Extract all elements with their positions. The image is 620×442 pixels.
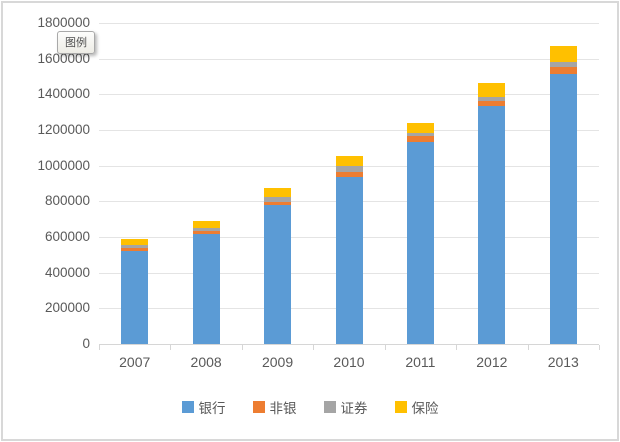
legend-tooltip: 图例 <box>57 31 95 54</box>
legend-swatch-icon <box>323 401 336 413</box>
x-axis-tick <box>599 345 600 350</box>
bar-segment-保险-2010[interactable] <box>335 156 363 167</box>
bar-segment-证券-2010[interactable] <box>335 166 363 173</box>
legend: 银行 非银 证券 保险 <box>0 397 620 417</box>
x-axis-category-label: 2007 <box>119 354 151 370</box>
y-axis-tick-label: 400000 <box>44 264 90 280</box>
x-axis-category-label: 2010 <box>333 354 365 370</box>
x-axis-category-label: 2012 <box>476 354 508 370</box>
y-axis-tick-label: 0 <box>82 336 90 351</box>
bar-segment-非银-2010[interactable] <box>335 172 363 177</box>
bar-segment-证券-2013[interactable] <box>549 62 577 68</box>
bar-segment-保险-2007[interactable] <box>121 239 149 246</box>
bar-segment-银行-2008[interactable] <box>192 234 220 344</box>
bar-segment-非银-2012[interactable] <box>478 101 506 107</box>
gridline <box>99 58 599 60</box>
bar-segment-证券-2012[interactable] <box>478 96 506 102</box>
bar-segment-证券-2009[interactable] <box>264 196 292 202</box>
bar-segment-保险-2012[interactable] <box>478 82 506 97</box>
x-axis-tick <box>384 345 386 350</box>
y-axis-tick-label: 200000 <box>44 300 90 316</box>
bar-segment-保险-2013[interactable] <box>549 46 577 63</box>
y-axis-tick-label: 1400000 <box>37 86 90 102</box>
y-axis-tick-label: 1200000 <box>37 122 90 137</box>
bar-segment-银行-2010[interactable] <box>335 176 363 344</box>
bar-segment-银行-2013[interactable] <box>549 74 577 344</box>
legend-item-label: 保险 <box>411 401 439 416</box>
x-axis-tick <box>313 345 315 350</box>
legend-swatch-icon <box>181 401 194 413</box>
x-axis-tick <box>456 345 458 350</box>
bar-segment-非银-2009[interactable] <box>264 201 292 205</box>
gridline <box>99 94 599 96</box>
legend-tooltip-text: 图例 <box>65 37 87 49</box>
bar-segment-保险-2008[interactable] <box>192 220 220 228</box>
bar-segment-银行-2007[interactable] <box>121 251 149 344</box>
legend-item-证券[interactable]: 证券 <box>323 397 368 417</box>
bar-segment-证券-2007[interactable] <box>121 245 149 249</box>
plot-area <box>99 23 600 350</box>
legend-item-label: 银行 <box>198 401 226 416</box>
x-axis-line <box>99 344 599 345</box>
legend-item-银行[interactable]: 银行 <box>181 397 226 417</box>
y-axis-tick-label: 800000 <box>44 193 90 209</box>
bar-segment-银行-2011[interactable] <box>406 141 434 344</box>
x-axis-tick <box>241 345 243 350</box>
x-axis-tick <box>99 345 100 350</box>
y-axis-tick-label: 1000000 <box>37 157 90 173</box>
gridline <box>99 23 599 24</box>
bar-segment-非银-2013[interactable] <box>549 67 577 75</box>
bar-segment-非银-2008[interactable] <box>192 230 220 235</box>
x-axis-tick <box>527 345 529 350</box>
bar-segment-证券-2011[interactable] <box>406 132 434 136</box>
legend-item-保险[interactable]: 保险 <box>394 397 439 417</box>
y-axis-tick-label: 1600000 <box>37 50 90 66</box>
y-axis-tick-label: 600000 <box>44 229 90 244</box>
bar-segment-银行-2009[interactable] <box>264 204 292 344</box>
legend-swatch-icon <box>252 401 265 413</box>
legend-item-label: 证券 <box>340 401 368 416</box>
gridline <box>99 130 599 131</box>
legend-item-非银[interactable]: 非银 <box>252 397 297 417</box>
y-axis-tick-label: 1800000 <box>37 15 90 30</box>
x-axis-category-label: 2013 <box>547 354 579 370</box>
bar-segment-非银-2011[interactable] <box>406 135 434 142</box>
y-axis: 0 200000 400000 600000 800000 1000000 1200000 1… <box>0 15 90 351</box>
legend-item-label: 非银 <box>269 401 297 416</box>
bar-segment-银行-2012[interactable] <box>478 106 506 344</box>
bar-segment-保险-2009[interactable] <box>264 188 292 197</box>
x-axis-category-label: 2009 <box>261 354 294 370</box>
x-axis-tick <box>170 345 172 350</box>
x-axis-category-label: 2011 <box>405 354 436 370</box>
x-axis: 2007 2008 2009 2010 2011 2012 2013 <box>99 354 599 374</box>
legend-swatch-icon <box>394 401 407 413</box>
x-axis-category-label: 2008 <box>190 354 222 370</box>
bar-segment-非银-2007[interactable] <box>121 248 149 252</box>
bar-segment-保险-2011[interactable] <box>406 122 434 133</box>
bar-segment-证券-2008[interactable] <box>192 227 220 231</box>
